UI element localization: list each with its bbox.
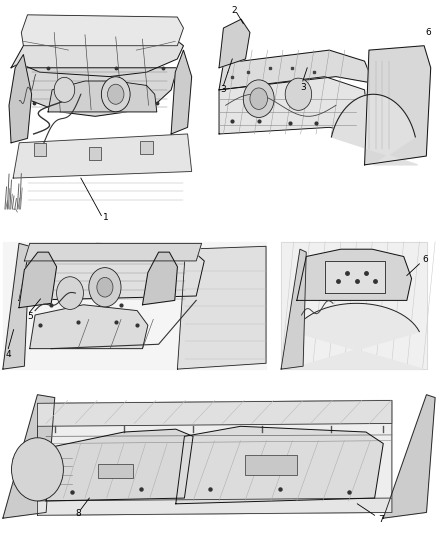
Text: 3: 3	[300, 83, 306, 92]
Polygon shape	[19, 68, 177, 116]
Bar	[34, 143, 46, 156]
Text: 4: 4	[5, 350, 11, 359]
Polygon shape	[19, 244, 204, 301]
Polygon shape	[176, 426, 383, 504]
Polygon shape	[13, 134, 192, 178]
Polygon shape	[38, 400, 392, 426]
Polygon shape	[219, 77, 369, 134]
Polygon shape	[364, 46, 431, 165]
Circle shape	[243, 80, 274, 117]
Circle shape	[97, 277, 113, 297]
Circle shape	[108, 84, 124, 104]
Text: 6: 6	[425, 28, 431, 37]
Polygon shape	[290, 303, 423, 369]
Polygon shape	[3, 242, 266, 369]
Bar	[89, 147, 101, 160]
Polygon shape	[30, 305, 148, 349]
Polygon shape	[3, 235, 272, 381]
Polygon shape	[142, 252, 177, 305]
Polygon shape	[297, 249, 412, 301]
Text: 1: 1	[102, 213, 108, 222]
Circle shape	[285, 78, 312, 110]
Polygon shape	[3, 386, 435, 530]
Text: 2: 2	[232, 6, 237, 15]
Circle shape	[250, 88, 268, 109]
Polygon shape	[38, 400, 392, 515]
Polygon shape	[25, 244, 201, 261]
Bar	[140, 141, 153, 154]
Polygon shape	[38, 498, 392, 515]
Text: 5: 5	[27, 312, 32, 321]
Text: 8: 8	[76, 510, 81, 519]
Polygon shape	[281, 242, 427, 369]
Polygon shape	[219, 50, 373, 90]
Polygon shape	[48, 81, 157, 112]
Polygon shape	[3, 395, 55, 518]
Polygon shape	[215, 6, 435, 227]
Circle shape	[54, 77, 75, 102]
Text: 7: 7	[378, 515, 384, 524]
Polygon shape	[332, 94, 417, 165]
Circle shape	[11, 438, 64, 501]
Polygon shape	[11, 21, 184, 77]
Polygon shape	[325, 261, 385, 293]
Polygon shape	[177, 246, 266, 369]
Polygon shape	[46, 429, 193, 501]
Polygon shape	[383, 395, 435, 518]
Polygon shape	[219, 19, 250, 68]
Circle shape	[101, 77, 130, 112]
Text: 6: 6	[423, 255, 428, 264]
Polygon shape	[9, 54, 32, 143]
Circle shape	[89, 268, 121, 307]
Polygon shape	[21, 15, 184, 46]
Polygon shape	[281, 249, 306, 369]
Bar	[98, 464, 133, 478]
Text: 3: 3	[221, 85, 226, 94]
Circle shape	[57, 277, 83, 310]
Polygon shape	[278, 235, 435, 381]
Polygon shape	[171, 50, 192, 134]
Bar	[245, 455, 297, 475]
Polygon shape	[3, 6, 208, 227]
Polygon shape	[3, 244, 30, 369]
Polygon shape	[19, 252, 57, 308]
